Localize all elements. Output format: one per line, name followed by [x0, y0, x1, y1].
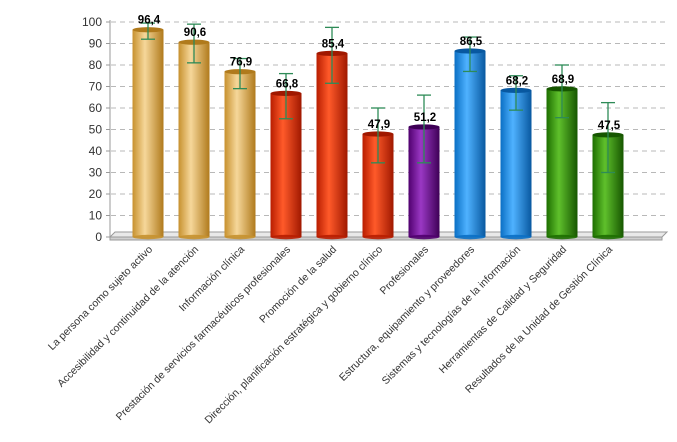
data-label: 76,9	[230, 57, 252, 69]
x-category-label: Prestación de servicios farmacéuticos pr…	[114, 244, 293, 423]
x-axis-labels: La persona como sujeto activoAccesibilid…	[46, 244, 615, 427]
y-axis: 0 10 20 30 40 50 60 70 80 90 100	[82, 15, 110, 244]
y-tick-label: 30	[89, 166, 103, 180]
y-tick-label: 100	[82, 15, 102, 29]
data-labels: 96,4 90,6 76,9 66,8 85,4 47,9 51,2 86,5 68,2 68,9…	[138, 15, 621, 132]
bar	[500, 90, 532, 238]
data-label: 96,4	[138, 15, 161, 27]
y-tick-label: 80	[89, 58, 103, 72]
bar-base	[408, 234, 440, 240]
bar-base	[270, 234, 302, 240]
y-tick-label: 40	[89, 144, 103, 158]
data-label: 86,5	[460, 36, 483, 48]
bar-base	[132, 234, 164, 240]
data-label: 68,2	[506, 75, 528, 87]
bar-base	[224, 234, 256, 240]
data-label: 47,5	[598, 120, 621, 132]
error-bars	[141, 22, 615, 174]
y-tick-label: 70	[89, 80, 103, 94]
bar	[316, 53, 348, 237]
bar	[178, 42, 210, 238]
bars	[132, 27, 624, 240]
bar-base	[454, 234, 486, 240]
x-category-label: Dirección, planificación estratégica y g…	[202, 244, 385, 427]
bar-base	[592, 234, 624, 240]
y-tick-label: 60	[89, 101, 103, 115]
bar-base	[362, 234, 394, 240]
data-label: 85,4	[322, 38, 345, 50]
bar-base	[316, 234, 348, 240]
data-label: 51,2	[414, 112, 436, 124]
bar	[454, 51, 486, 238]
data-label: 90,6	[184, 27, 206, 39]
data-label: 66,8	[276, 78, 299, 90]
bar-base	[500, 234, 532, 240]
bar	[224, 71, 256, 237]
y-tick-label: 90	[89, 37, 103, 51]
x-category-label: Promoción de la salud	[257, 244, 339, 326]
y-tick-label: 10	[89, 209, 103, 223]
y-tick-label: 20	[89, 187, 103, 201]
bar	[132, 29, 164, 237]
bar-base	[178, 234, 210, 240]
y-tick-label: 50	[89, 123, 103, 137]
data-label: 68,9	[552, 74, 574, 86]
data-label: 47,9	[368, 119, 390, 131]
bar-base	[546, 234, 578, 240]
y-tick-label: 0	[95, 230, 102, 244]
